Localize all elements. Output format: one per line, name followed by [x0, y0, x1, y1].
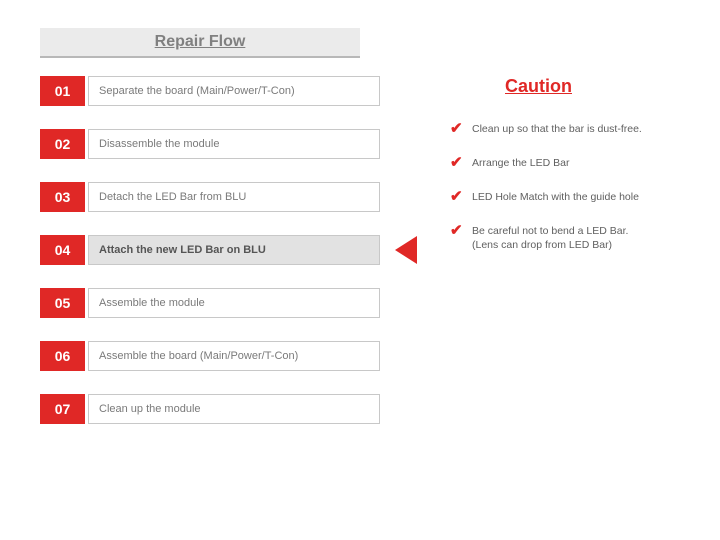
step-list: 01Separate the board (Main/Power/T-Con)0…	[40, 76, 380, 447]
step-label: Detach the LED Bar from BLU	[88, 182, 380, 212]
caution-text: LED Hole Match with the guide hole	[472, 190, 639, 204]
step-row: 07Clean up the module	[40, 394, 380, 424]
caution-item: ✔Be careful not to bend a LED Bar. (Lens…	[450, 224, 700, 252]
step-row: 03Detach the LED Bar from BLU	[40, 182, 380, 212]
caution-text: Arrange the LED Bar	[472, 156, 569, 170]
step-number-badge: 01	[40, 76, 85, 106]
step-label: Assemble the board (Main/Power/T-Con)	[88, 341, 380, 371]
step-label: Clean up the module	[88, 394, 380, 424]
active-step-pointer-icon	[395, 236, 417, 264]
step-row: 06Assemble the board (Main/Power/T-Con)	[40, 341, 380, 371]
caution-heading: Caution	[505, 76, 572, 97]
step-number-badge: 06	[40, 341, 85, 371]
check-icon: ✔	[450, 190, 472, 204]
caution-list: ✔Clean up so that the bar is dust-free.✔…	[450, 122, 700, 272]
step-number-badge: 02	[40, 129, 85, 159]
step-label: Assemble the module	[88, 288, 380, 318]
step-row: 02Disassemble the module	[40, 129, 380, 159]
step-number-badge: 07	[40, 394, 85, 424]
caution-item: ✔Clean up so that the bar is dust-free.	[450, 122, 700, 136]
check-icon: ✔	[450, 224, 472, 238]
section-title-bar: Repair Flow	[40, 28, 360, 58]
caution-text: Be careful not to bend a LED Bar. (Lens …	[472, 224, 628, 252]
caution-item: ✔LED Hole Match with the guide hole	[450, 190, 700, 204]
step-label: Separate the board (Main/Power/T-Con)	[88, 76, 380, 106]
caution-item: ✔Arrange the LED Bar	[450, 156, 700, 170]
step-row: 01Separate the board (Main/Power/T-Con)	[40, 76, 380, 106]
step-number-badge: 05	[40, 288, 85, 318]
step-row: 05Assemble the module	[40, 288, 380, 318]
step-label: Disassemble the module	[88, 129, 380, 159]
step-number-badge: 04	[40, 235, 85, 265]
check-icon: ✔	[450, 156, 472, 170]
caution-text: Clean up so that the bar is dust-free.	[472, 122, 642, 136]
section-title: Repair Flow	[155, 33, 246, 51]
step-row: 04Attach the new LED Bar on BLU	[40, 235, 380, 265]
step-label: Attach the new LED Bar on BLU	[88, 235, 380, 265]
step-number-badge: 03	[40, 182, 85, 212]
check-icon: ✔	[450, 122, 472, 136]
